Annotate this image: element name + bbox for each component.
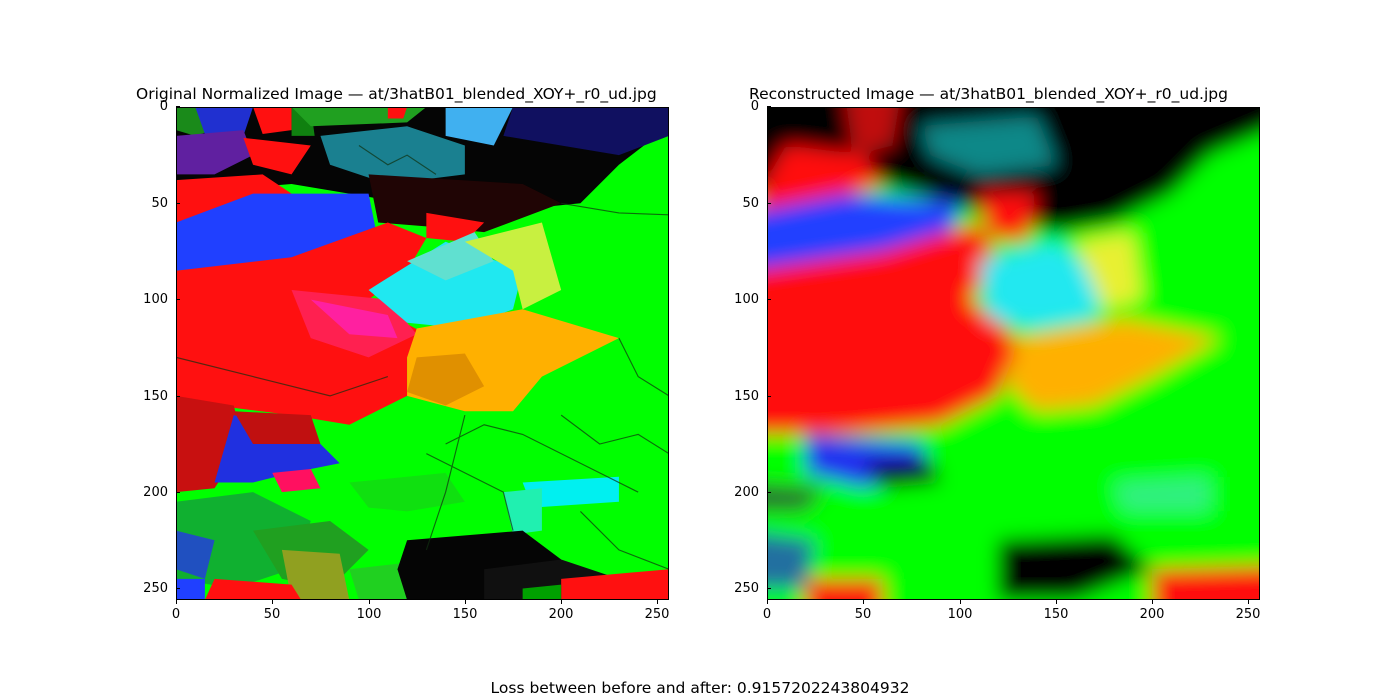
x-tick: 250 <box>637 600 677 624</box>
x-tick: 150 <box>445 600 485 624</box>
x-tick: 0 <box>156 600 196 624</box>
y-tick: 150 <box>707 388 771 406</box>
x-tick: 100 <box>349 600 389 624</box>
x-tick: 200 <box>1132 600 1172 624</box>
y-tick: 100 <box>707 291 771 309</box>
y-tick: 100 <box>116 291 180 309</box>
y-tick: 50 <box>707 195 771 213</box>
loss-caption: Loss between before and after: 0.9157202… <box>490 679 910 697</box>
right-panel-title: Reconstructed Image — at/3hatB01_blended… <box>749 85 1228 103</box>
reconstructed-image <box>767 107 1260 600</box>
original-image <box>176 107 669 600</box>
original-image-plot: 0 50 100 150 200 250 0 50 100 150 200 25… <box>143 99 669 622</box>
left-panel-title: Original Normalized Image — at/3hatB01_b… <box>136 85 657 103</box>
y-tick: 0 <box>707 98 771 116</box>
x-tick: 200 <box>541 600 581 624</box>
y-tick: 50 <box>116 195 180 213</box>
x-tick: 250 <box>1228 600 1268 624</box>
y-tick: 200 <box>116 484 180 502</box>
y-tick: 150 <box>116 388 180 406</box>
x-tick: 150 <box>1036 600 1076 624</box>
x-tick: 0 <box>747 600 787 624</box>
y-tick: 0 <box>116 98 180 116</box>
x-tick: 100 <box>940 600 980 624</box>
reconstructed-image-plot: 0 50 100 150 200 250 0 50 100 150 200 25… <box>734 99 1260 622</box>
y-tick: 250 <box>707 580 771 598</box>
x-tick: 50 <box>252 600 292 624</box>
y-tick: 200 <box>707 484 771 502</box>
x-tick: 50 <box>843 600 883 624</box>
y-tick: 250 <box>116 580 180 598</box>
